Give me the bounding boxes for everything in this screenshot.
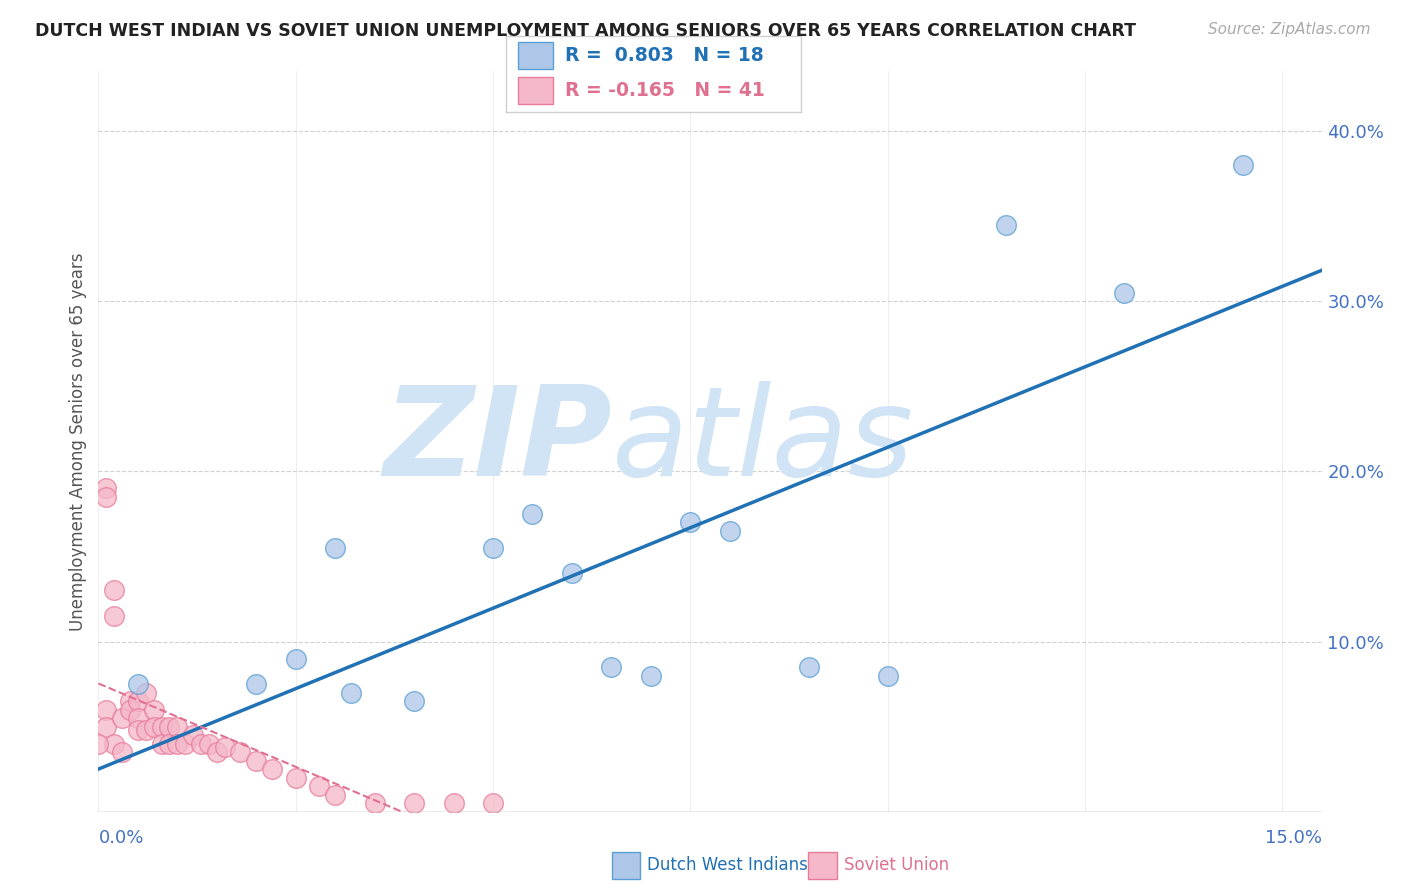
Point <box>118 703 141 717</box>
Point <box>443 796 465 810</box>
Point <box>111 745 134 759</box>
Point <box>229 745 252 759</box>
Point <box>190 737 212 751</box>
Point <box>103 583 125 598</box>
Point <box>127 723 149 737</box>
Point <box>308 779 330 793</box>
Point <box>103 737 125 751</box>
Point <box>205 745 228 759</box>
Point <box>142 720 165 734</box>
Point <box>150 737 173 751</box>
Point <box>159 720 181 734</box>
Point <box>96 703 118 717</box>
FancyBboxPatch shape <box>517 42 554 69</box>
Point <box>245 677 267 691</box>
Text: R = -0.165   N = 41: R = -0.165 N = 41 <box>565 81 765 100</box>
Point <box>876 668 898 682</box>
Y-axis label: Unemployment Among Seniors over 65 years: Unemployment Among Seniors over 65 years <box>69 252 87 631</box>
Point <box>166 737 188 751</box>
Point <box>323 788 346 802</box>
Text: atlas: atlas <box>612 381 914 502</box>
Point <box>404 796 426 810</box>
Text: Dutch West Indians: Dutch West Indians <box>647 856 807 874</box>
Text: ZIP: ZIP <box>384 381 612 502</box>
Point <box>679 516 702 530</box>
Point <box>142 703 165 717</box>
Point <box>323 541 346 555</box>
Point <box>284 771 307 785</box>
Text: Soviet Union: Soviet Union <box>844 856 949 874</box>
Point <box>135 685 157 699</box>
Point <box>118 694 141 708</box>
Point <box>127 677 149 691</box>
Point <box>1114 285 1136 300</box>
Point <box>166 720 188 734</box>
Point <box>797 660 820 674</box>
Point <box>111 711 134 725</box>
Point <box>718 524 741 538</box>
Point <box>260 762 283 776</box>
Point <box>174 737 197 751</box>
Point <box>96 481 118 495</box>
Point <box>198 737 221 751</box>
Point <box>159 737 181 751</box>
Text: 15.0%: 15.0% <box>1264 829 1322 847</box>
Point <box>340 685 363 699</box>
Point <box>127 711 149 725</box>
Point <box>96 720 118 734</box>
Point <box>994 218 1017 232</box>
Point <box>482 796 505 810</box>
Point <box>561 566 583 581</box>
Point <box>522 507 544 521</box>
Point <box>404 694 426 708</box>
Point <box>96 490 118 504</box>
Point <box>127 694 149 708</box>
Point <box>1232 158 1254 172</box>
Point <box>600 660 623 674</box>
Text: R =  0.803   N = 18: R = 0.803 N = 18 <box>565 45 763 65</box>
Point <box>214 739 236 754</box>
Point <box>150 720 173 734</box>
Point <box>181 728 204 742</box>
Point <box>284 651 307 665</box>
Text: DUTCH WEST INDIAN VS SOVIET UNION UNEMPLOYMENT AMONG SENIORS OVER 65 YEARS CORRE: DUTCH WEST INDIAN VS SOVIET UNION UNEMPL… <box>35 22 1136 40</box>
Point <box>640 668 662 682</box>
Point <box>482 541 505 555</box>
Point <box>103 609 125 624</box>
Point <box>245 754 267 768</box>
Point <box>363 796 385 810</box>
Point <box>87 737 110 751</box>
Point <box>135 723 157 737</box>
Text: Source: ZipAtlas.com: Source: ZipAtlas.com <box>1208 22 1371 37</box>
Text: 0.0%: 0.0% <box>98 829 143 847</box>
FancyBboxPatch shape <box>517 77 554 104</box>
